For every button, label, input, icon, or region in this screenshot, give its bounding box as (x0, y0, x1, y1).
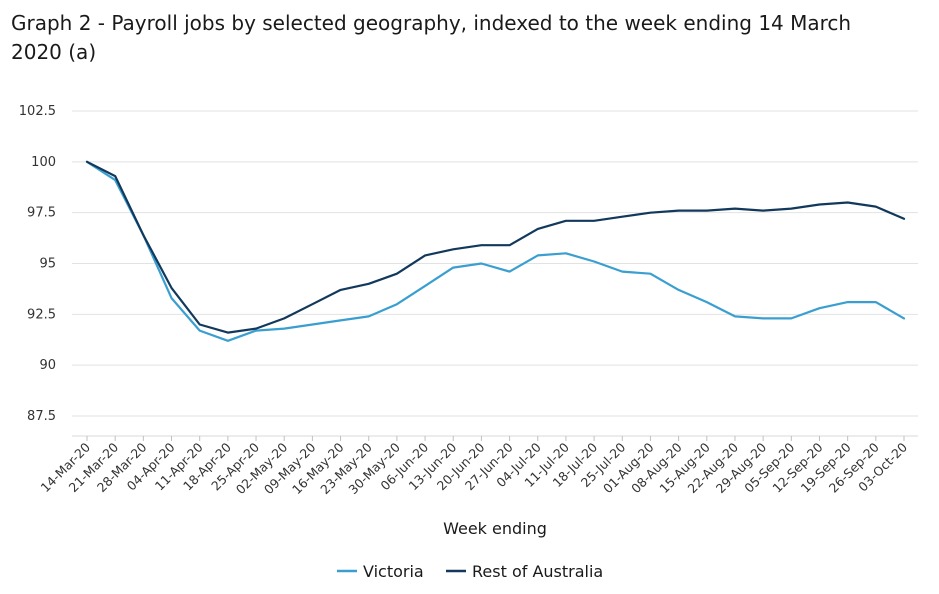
legend-label-victoria: Victoria (363, 562, 424, 581)
y-tick-label: 100 (31, 155, 56, 170)
y-tick-label: 87.5 (27, 409, 56, 424)
series-lines (85, 160, 906, 342)
x-axis-ticks: 14-Mar-2021-Mar-2028-Mar-2004-Apr-2011-A… (38, 436, 910, 497)
chart-title: Graph 2 - Payroll jobs by selected geogr… (11, 11, 852, 64)
y-tick-label: 97.5 (27, 206, 56, 221)
y-tick-label: 92.5 (27, 307, 56, 322)
series-line-victoria (85, 160, 906, 342)
legend-label-rest-of-australia: Rest of Australia (472, 562, 603, 581)
y-tick-label: 102.5 (19, 104, 56, 119)
legend: Victoria Rest of Australia (337, 562, 603, 581)
y-tick-label: 95 (39, 257, 56, 272)
gridlines (72, 110, 918, 437)
y-tick-label: 90 (39, 358, 56, 373)
x-axis-title: Week ending (443, 519, 547, 538)
series-line-rest-of-australia (85, 160, 906, 334)
y-axis-ticks: 87.5 90 92.5 95 97.5 100 102.5 (19, 104, 56, 424)
